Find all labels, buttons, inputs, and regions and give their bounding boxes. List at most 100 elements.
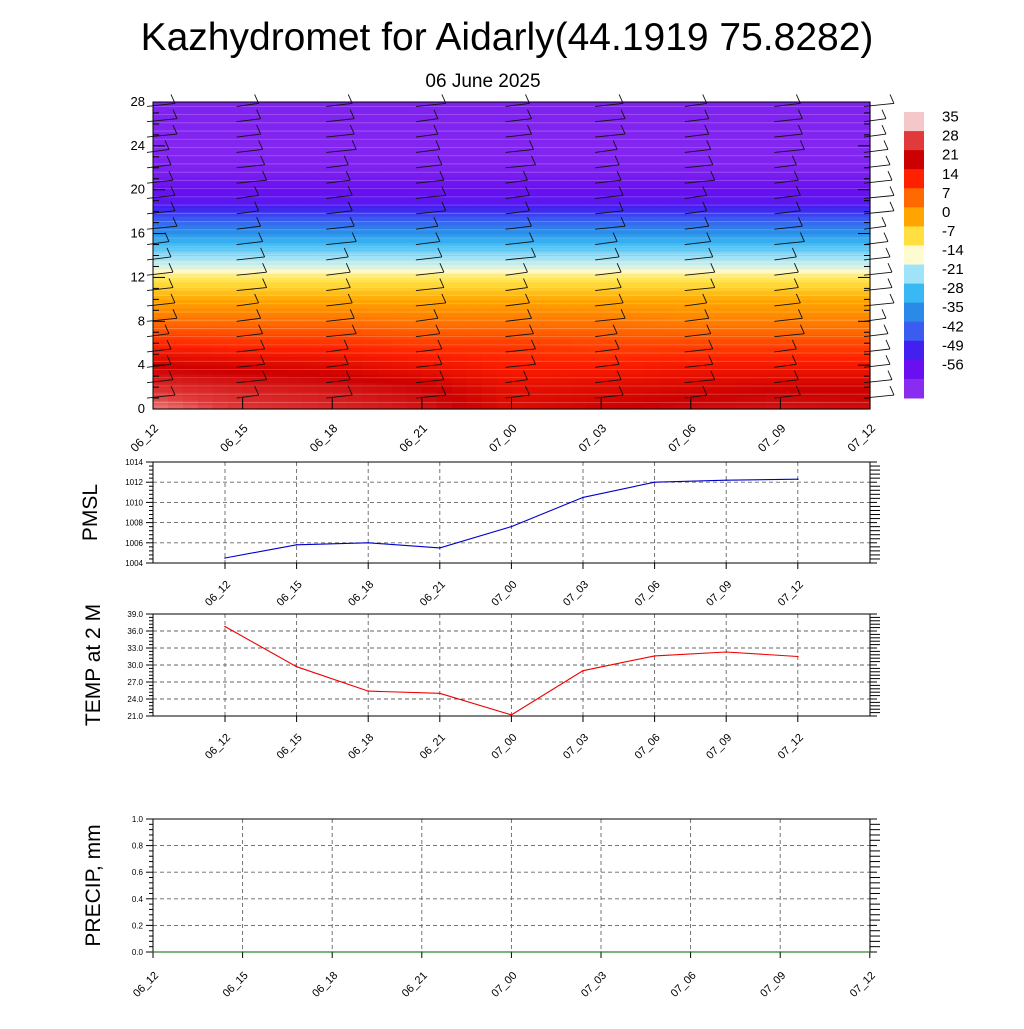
heatmap-cell — [616, 338, 632, 344]
heatmap-cell — [735, 189, 752, 195]
heatmap-cell — [526, 321, 542, 327]
heatmap-cell — [406, 259, 423, 265]
heatmap-cell — [197, 211, 214, 217]
heatmap-cell — [571, 224, 587, 230]
x-tick-label: 06_18 — [346, 579, 376, 609]
heatmap-cell — [616, 382, 632, 388]
heatmap-cell — [167, 290, 184, 296]
heatmap-cell — [631, 176, 647, 182]
heatmap-cell — [421, 273, 438, 279]
heatmap-cell — [436, 211, 453, 217]
heatmap-cell — [451, 207, 468, 213]
heatmap-cell — [347, 330, 363, 336]
heatmap-cell — [496, 391, 513, 397]
heatmap-cell — [317, 150, 333, 156]
heatmap-cell — [153, 198, 169, 204]
heatmap-cell — [541, 360, 557, 366]
heatmap-cell — [362, 347, 378, 353]
heatmap-cell — [242, 246, 259, 252]
heatmap-cell — [421, 207, 438, 213]
heatmap-cell — [287, 373, 303, 379]
heatmap-cell — [675, 255, 692, 261]
heatmap-cell — [660, 167, 677, 173]
heatmap-cell — [406, 119, 423, 125]
heatmap-cell — [481, 172, 498, 178]
heatmap-cell — [421, 338, 438, 344]
heatmap-cell — [436, 378, 453, 384]
heatmap-cell — [481, 268, 498, 274]
wind-barb — [415, 271, 444, 276]
wind-barb — [595, 317, 626, 322]
heatmap-cell — [377, 316, 393, 322]
heatmap-cell — [586, 343, 602, 349]
wind-barb-flag — [881, 109, 887, 119]
heatmap-cell — [272, 172, 289, 178]
heatmap-cell — [436, 404, 453, 410]
heatmap-cell — [227, 176, 244, 182]
heatmap-cell — [825, 128, 841, 134]
wind-barb-flag — [345, 278, 351, 288]
heatmap-cell — [347, 273, 363, 279]
heatmap-cell — [825, 391, 841, 397]
heatmap-cell — [466, 273, 483, 279]
heatmap-cell — [541, 137, 557, 143]
heatmap-cell — [825, 308, 841, 314]
heatmap-cell — [421, 189, 438, 195]
heatmap-cell — [421, 387, 438, 393]
heatmap-cell — [167, 119, 184, 125]
heatmap-cell — [705, 189, 722, 195]
heatmap-cell — [631, 229, 647, 235]
heatmap-cell — [496, 308, 513, 314]
heatmap-cell — [660, 356, 677, 362]
heatmap-cell — [481, 141, 498, 147]
heatmap-cell — [511, 211, 528, 217]
heatmap-cell — [765, 128, 781, 134]
heatmap-cell — [242, 259, 259, 265]
grid-lines — [152, 818, 871, 953]
heatmap-cell — [332, 369, 348, 375]
heatmap-cell — [810, 268, 826, 274]
wind-barb — [146, 195, 176, 199]
heatmap-cell — [810, 128, 826, 134]
heatmap-cell — [406, 255, 423, 261]
heatmap-cell — [855, 224, 871, 230]
heatmap-cell — [511, 382, 528, 388]
heatmap-cell — [511, 202, 528, 208]
heatmap-cell — [780, 281, 796, 287]
heatmap-cell — [377, 145, 393, 151]
heatmap-cell — [227, 395, 244, 401]
heatmap-cell — [212, 334, 229, 340]
heatmap-cell — [496, 286, 513, 292]
heatmap-cell — [720, 299, 737, 305]
heatmap-cell — [616, 321, 632, 327]
heatmap-cell — [541, 185, 557, 191]
wind-barb — [595, 333, 618, 338]
heatmap-cell — [406, 330, 423, 336]
heatmap-cell — [167, 110, 184, 116]
heatmap-cell — [586, 373, 602, 379]
heatmap-cell — [242, 268, 259, 274]
heatmap-cell — [182, 325, 199, 331]
heatmap-cell — [287, 343, 303, 349]
wind-barb — [415, 317, 438, 322]
heatmap-cell — [690, 145, 707, 151]
heatmap-cell — [212, 189, 229, 195]
heatmap-cell — [347, 303, 363, 309]
heatmap-cell — [705, 198, 722, 204]
y-tick-label: 1012 — [125, 478, 143, 487]
heatmap-cell — [272, 132, 289, 138]
heatmap-cell — [810, 373, 826, 379]
heatmap-cell — [511, 351, 528, 357]
heatmap-cell — [272, 154, 289, 160]
wind-barb-flag — [166, 339, 172, 350]
heatmap-cell — [750, 255, 767, 261]
heatmap-cell — [526, 224, 542, 230]
wind-barb-flag — [702, 385, 708, 396]
heatmap-cell — [840, 343, 856, 349]
wind-barb-flag — [889, 385, 895, 396]
heatmap-cell — [287, 290, 303, 296]
heatmap-cell — [526, 220, 542, 226]
heatmap-cell — [855, 128, 871, 134]
heatmap-cell — [167, 277, 184, 283]
